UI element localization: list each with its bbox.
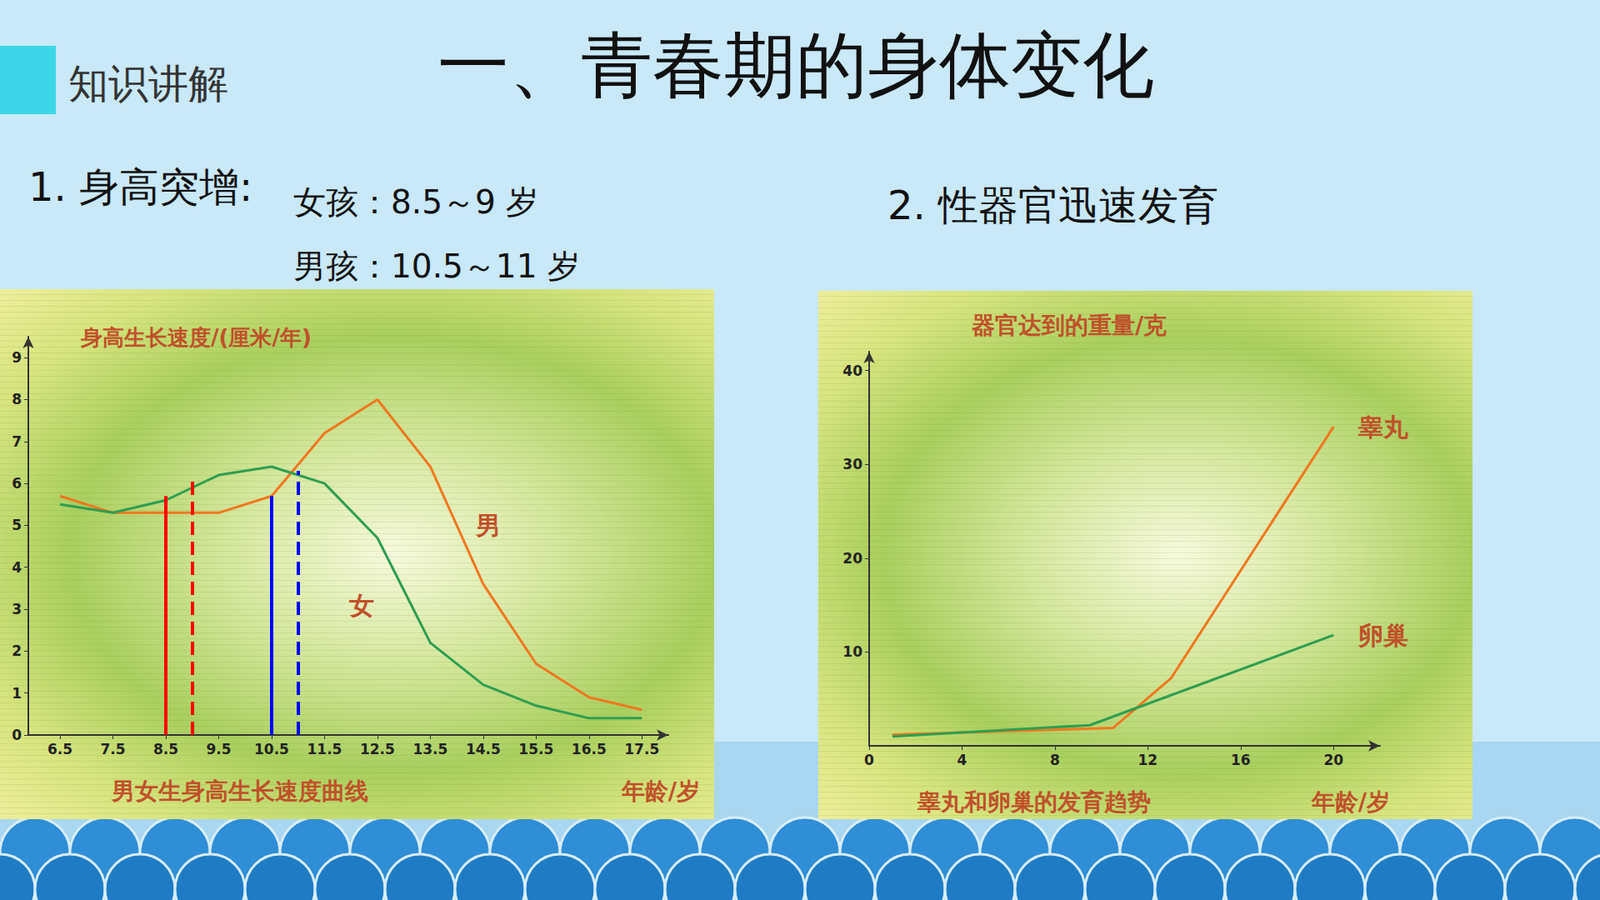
svg-text:卵巢: 卵巢 <box>1357 620 1409 650</box>
svg-text:4: 4 <box>957 751 968 769</box>
svg-text:20: 20 <box>842 550 863 567</box>
svg-text:8: 8 <box>1050 751 1060 769</box>
svg-text:20: 20 <box>1323 751 1344 769</box>
svg-text:男女生身高生长速度曲线: 男女生身高生长速度曲线 <box>110 777 369 805</box>
svg-text:9: 9 <box>11 349 22 366</box>
svg-text:年龄/岁: 年龄/岁 <box>1310 788 1390 816</box>
svg-text:13.5: 13.5 <box>412 740 448 758</box>
svg-text:12.5: 12.5 <box>360 740 395 758</box>
svg-text:0: 0 <box>864 751 875 769</box>
svg-text:睾丸和卵巢的发育趋势: 睾丸和卵巢的发育趋势 <box>916 788 1151 816</box>
svg-text:器官达到的重量/克: 器官达到的重量/克 <box>971 311 1167 340</box>
svg-text:2: 2 <box>11 642 22 660</box>
html-text:2. 性器官迅速发育: 2. 性器官迅速发育 <box>887 181 1219 229</box>
svg-text:7: 7 <box>11 433 22 450</box>
svg-text:5: 5 <box>11 516 22 534</box>
html-text:1. 身高突增:: 1. 身高突增: <box>28 163 253 210</box>
svg-text:睾丸: 睾丸 <box>1358 412 1409 442</box>
html-text:男孩：10.5～11 岁: 男孩：10.5～11 岁 <box>293 247 580 285</box>
svg-text:6.5: 6.5 <box>47 740 73 758</box>
svg-text:10.5: 10.5 <box>254 740 290 758</box>
svg-text:17.5: 17.5 <box>624 740 660 758</box>
svg-text:12: 12 <box>1138 751 1159 769</box>
svg-text:14.5: 14.5 <box>465 740 501 758</box>
svg-text:30: 30 <box>842 455 863 473</box>
svg-text:8: 8 <box>11 390 22 408</box>
svg-text:4: 4 <box>11 559 22 576</box>
svg-text:9.5: 9.5 <box>205 740 231 758</box>
html-text:一、青春期的身体变化: 一、青春期的身体变化 <box>437 23 1155 107</box>
svg-text:身高生长速度/(厘米/年): 身高生长速度/(厘米/年) <box>80 325 312 350</box>
svg-text:1: 1 <box>11 685 22 702</box>
html-text:知识讲解: 知识讲解 <box>68 60 229 107</box>
svg-text:3: 3 <box>11 600 22 618</box>
svg-text:8.5: 8.5 <box>153 740 179 758</box>
svg-text:10: 10 <box>842 643 863 660</box>
svg-text:11.5: 11.5 <box>306 740 342 758</box>
svg-text:7.5: 7.5 <box>100 740 125 758</box>
svg-text:16.5: 16.5 <box>571 740 607 758</box>
svg-text:6: 6 <box>11 475 22 492</box>
svg-text:女: 女 <box>348 590 375 620</box>
svg-text:15.5: 15.5 <box>518 740 554 758</box>
svg-text:男: 男 <box>475 510 501 540</box>
svg-text:年龄/岁: 年龄/岁 <box>620 777 700 805</box>
svg-text:40: 40 <box>842 362 863 380</box>
svg-text:16: 16 <box>1230 751 1251 769</box>
svg-text:0: 0 <box>11 726 22 744</box>
html-text:女孩：8.5～9 岁: 女孩：8.5～9 岁 <box>293 183 539 221</box>
